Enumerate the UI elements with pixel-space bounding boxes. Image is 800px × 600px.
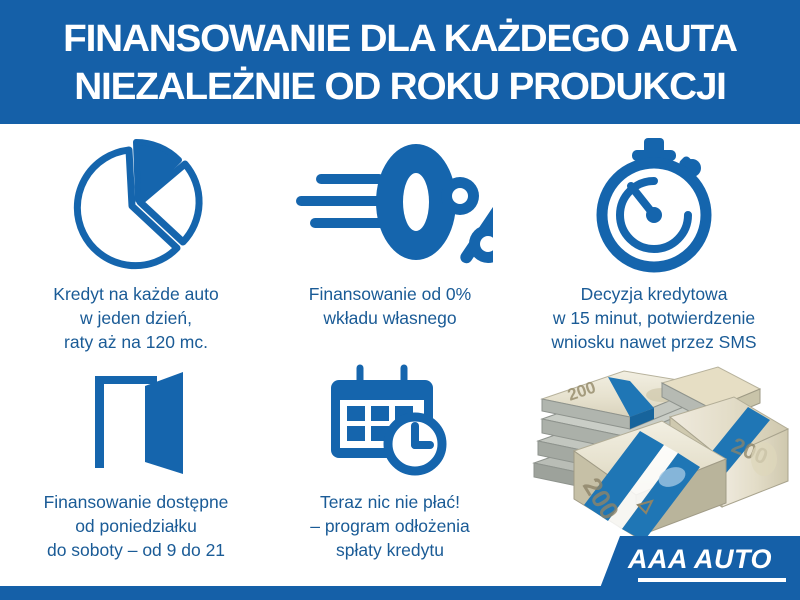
caption-line: Decyzja kredytowa [580,284,728,304]
feature-credit-decision: Decyzja kredytowa w 15 minut, potwierdze… [508,136,800,354]
logo-underline [638,578,786,582]
caption-line: wniosku nawet przez SMS [551,332,757,352]
feature-opening-hours: Finansowanie dostępne od poniedziałku do… [0,362,272,562]
feature-caption: Teraz nic nie płać! – program odłożenia … [272,490,508,562]
caption-line: Teraz nic nie płać! [319,492,461,512]
feature-caption: Finansowanie dostępne od poniedziałku do… [0,490,272,562]
feature-zero-percent: Finansowanie od 0% wkładu własnego [272,136,508,330]
logo-text: AAA AUTO [628,544,772,574]
caption-line: – program odłożenia [310,516,470,536]
stopwatch-icon [584,136,724,276]
bottom-bar [0,586,800,600]
calendar-clock-icon [325,362,455,482]
header-band: FINANSOWANIE DLA KAŻDEGO AUTA NIEZALEŻNI… [0,0,800,124]
feature-caption: Finansowanie od 0% wkładu własnego [272,282,508,330]
open-door-icon [71,362,201,482]
zero-percent-icon [288,136,507,276]
caption-line: wkładu własnego [323,308,457,328]
feature-caption: Kredyt na każde auto w jeden dzień, raty… [0,282,272,354]
caption-line: raty aż na 120 mc. [64,332,208,352]
caption-line: Kredyt na każde auto [53,284,219,304]
banknote-stacks-image: 200 200 [512,355,800,545]
feature-deferred-payment: Teraz nic nie płać! – program odłożenia … [272,362,508,562]
caption-line: do soboty – od 9 do 21 [46,540,226,560]
caption-line: w jeden dzień, [80,308,192,328]
feature-credit-any-car: Kredyt na każde auto w jeden dzień, raty… [0,136,272,354]
pie-chart-icon [61,136,211,276]
caption-line: Finansowanie od 0% [308,284,472,304]
caption-line: Finansowanie dostępne [43,492,229,512]
feature-caption: Decyzja kredytowa w 15 minut, potwierdze… [508,282,800,354]
header-title-line-1: FINANSOWANIE DLA KAŻDEGO AUTA [63,18,738,60]
caption-line: spłaty kredytu [336,540,444,560]
caption-line: w 15 minut, potwierdzenie [552,308,756,328]
header-title-line-2: NIEZALEŻNIE OD ROKU PRODUKCJI [74,66,727,108]
aaa-auto-logo[interactable]: AAA AUTO [600,536,800,588]
caption-line: od poniedziałku [75,516,197,536]
